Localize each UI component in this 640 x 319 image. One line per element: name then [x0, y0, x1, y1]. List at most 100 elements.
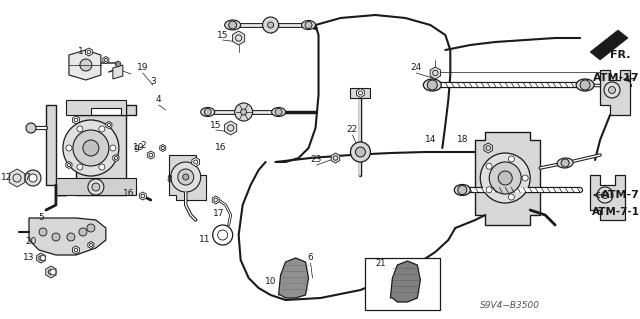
Circle shape — [204, 108, 211, 115]
Circle shape — [275, 108, 282, 115]
Text: S9V4−B3500: S9V4−B3500 — [480, 301, 540, 310]
Circle shape — [13, 174, 21, 182]
Circle shape — [92, 183, 100, 191]
Text: 19: 19 — [133, 144, 145, 152]
Polygon shape — [278, 258, 308, 298]
Polygon shape — [476, 132, 540, 225]
Circle shape — [486, 163, 492, 169]
Circle shape — [236, 35, 242, 41]
Polygon shape — [9, 169, 25, 187]
Ellipse shape — [557, 158, 573, 168]
Polygon shape — [85, 48, 92, 56]
Circle shape — [80, 59, 92, 71]
Circle shape — [580, 80, 590, 90]
Text: 4: 4 — [156, 95, 161, 105]
Polygon shape — [66, 100, 126, 115]
Circle shape — [141, 194, 145, 198]
Circle shape — [79, 228, 87, 236]
Polygon shape — [69, 50, 101, 80]
Polygon shape — [46, 266, 56, 278]
Circle shape — [486, 187, 492, 193]
Circle shape — [66, 145, 72, 151]
Ellipse shape — [423, 79, 442, 91]
Circle shape — [73, 130, 109, 166]
Text: 2: 2 — [140, 140, 146, 150]
Text: 15: 15 — [210, 121, 221, 130]
Text: 1: 1 — [78, 48, 84, 56]
Polygon shape — [212, 196, 219, 204]
Bar — [365, 258, 440, 310]
Ellipse shape — [454, 184, 470, 196]
Circle shape — [241, 109, 246, 115]
Polygon shape — [72, 246, 79, 254]
Circle shape — [358, 91, 362, 95]
Polygon shape — [36, 253, 45, 263]
Text: 19: 19 — [137, 63, 148, 72]
Polygon shape — [356, 88, 364, 98]
Polygon shape — [29, 218, 106, 255]
Circle shape — [99, 164, 105, 170]
Circle shape — [77, 126, 83, 132]
Circle shape — [183, 174, 189, 180]
Circle shape — [115, 156, 117, 160]
Circle shape — [74, 248, 77, 252]
Text: 16: 16 — [215, 144, 227, 152]
Circle shape — [227, 125, 234, 131]
Circle shape — [90, 243, 92, 247]
Polygon shape — [390, 261, 420, 302]
Polygon shape — [351, 88, 371, 98]
Circle shape — [458, 186, 467, 195]
Text: 12: 12 — [1, 174, 13, 182]
Text: 17: 17 — [213, 209, 225, 218]
Circle shape — [67, 233, 75, 241]
Polygon shape — [46, 105, 136, 195]
Polygon shape — [225, 121, 237, 135]
Text: 15: 15 — [217, 31, 228, 40]
Text: 5: 5 — [38, 213, 44, 222]
Circle shape — [498, 171, 512, 185]
Text: 21: 21 — [375, 258, 386, 268]
Circle shape — [110, 145, 116, 151]
Polygon shape — [56, 178, 136, 195]
Circle shape — [262, 17, 278, 33]
Circle shape — [428, 80, 437, 90]
Ellipse shape — [301, 20, 316, 29]
Polygon shape — [115, 61, 120, 67]
Circle shape — [355, 147, 365, 157]
Circle shape — [149, 153, 152, 157]
Polygon shape — [600, 70, 630, 115]
Ellipse shape — [576, 79, 594, 91]
Polygon shape — [113, 65, 123, 79]
Circle shape — [433, 70, 438, 76]
Circle shape — [104, 58, 108, 62]
Polygon shape — [106, 122, 112, 129]
Circle shape — [351, 142, 371, 162]
Circle shape — [178, 169, 194, 185]
Circle shape — [83, 140, 99, 156]
Polygon shape — [140, 192, 147, 200]
Text: 20: 20 — [26, 238, 36, 247]
Text: 8: 8 — [166, 175, 172, 184]
Circle shape — [39, 256, 44, 260]
Circle shape — [171, 162, 201, 192]
Polygon shape — [169, 155, 205, 200]
Circle shape — [268, 22, 273, 28]
Polygon shape — [160, 145, 166, 152]
Circle shape — [561, 159, 569, 167]
Text: 23: 23 — [311, 155, 322, 165]
Circle shape — [108, 123, 111, 127]
Polygon shape — [484, 143, 493, 153]
Polygon shape — [103, 56, 109, 63]
Text: 18: 18 — [456, 136, 468, 145]
Text: 22: 22 — [347, 125, 358, 135]
Circle shape — [161, 146, 164, 150]
Circle shape — [67, 163, 70, 167]
Circle shape — [212, 225, 233, 245]
Circle shape — [609, 86, 616, 93]
Polygon shape — [192, 158, 200, 167]
Circle shape — [39, 228, 47, 236]
Polygon shape — [590, 30, 628, 60]
Ellipse shape — [225, 20, 241, 30]
Circle shape — [214, 198, 218, 202]
Text: 16: 16 — [123, 189, 134, 197]
